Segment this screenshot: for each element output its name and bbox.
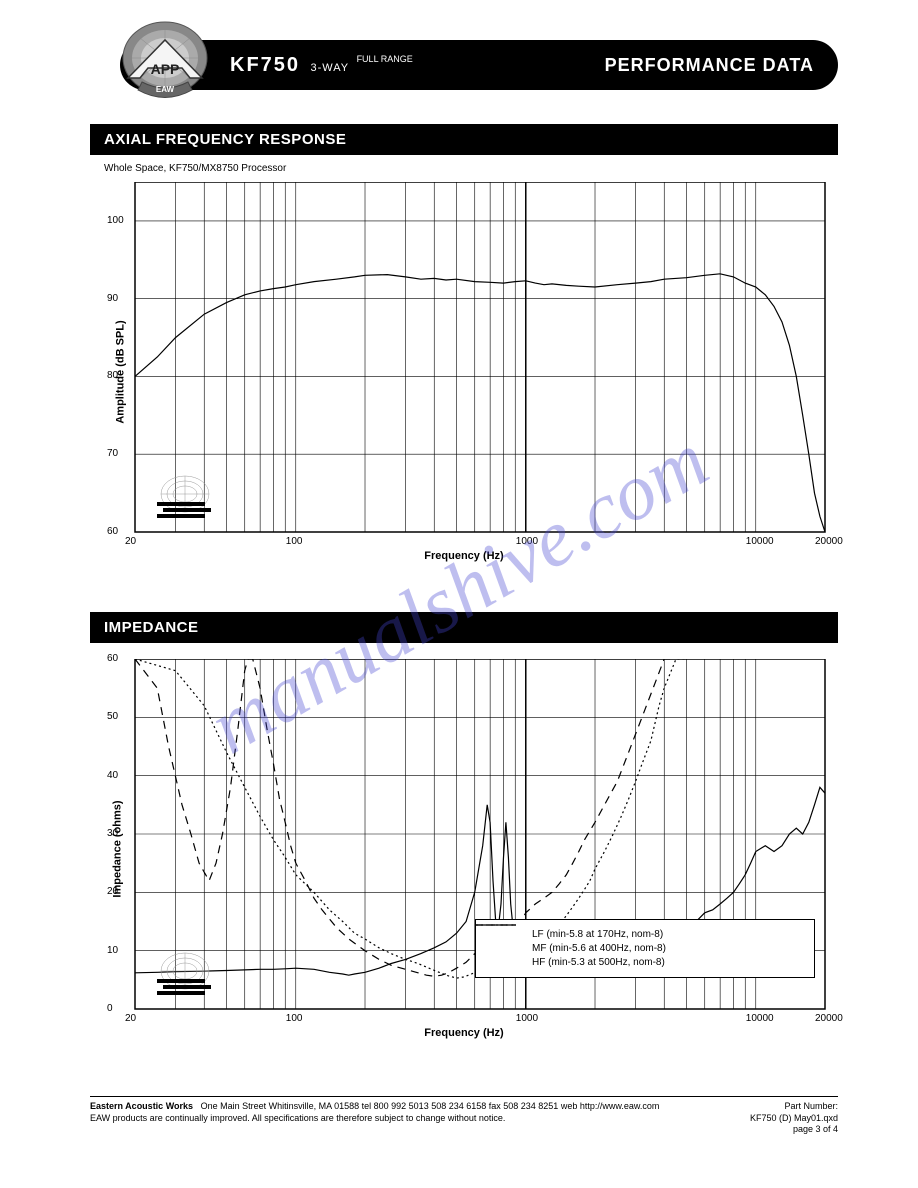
app-logo: APP EAW	[110, 20, 220, 115]
section1-title: AXIAL FREQUENCY RESPONSE	[90, 124, 838, 155]
footer-left: Eastern Acoustic Works One Main Street W…	[90, 1101, 659, 1136]
legend-row: HF (min-5.3 at 500Hz, nom-8)	[484, 957, 806, 968]
legend-row: LF (min-5.8 at 170Hz, nom-8)	[484, 929, 806, 940]
y-tick-label: 20	[107, 886, 118, 897]
footer-right: Part Number: KF750 (D) May01.qxd page 3 …	[750, 1101, 838, 1136]
x-tick-label: 1000	[516, 536, 538, 547]
header-right: PERFORMANCE DATA	[605, 55, 814, 76]
x-tick-label: 10000	[746, 536, 774, 547]
legend-row: MF (min-5.6 at 400Hz, nom-8)	[484, 943, 806, 954]
eaw-logo-icon	[155, 474, 215, 524]
impedance-legend: LF (min-5.8 at 170Hz, nom-8) MF (min-5.6 …	[475, 919, 815, 978]
x-tick-label: 1000	[516, 1013, 538, 1024]
y-tick-label: 70	[107, 448, 118, 459]
y-tick-label: 50	[107, 711, 118, 722]
x-tick-label: 100	[286, 1013, 303, 1024]
y-tick-label: 90	[107, 293, 118, 304]
x-tick-label: 100	[286, 536, 303, 547]
y-tick-label: 10	[107, 945, 118, 956]
y-tick-label: 60	[107, 526, 118, 537]
svg-text:EAW: EAW	[156, 85, 175, 94]
header-title: KF750 3-WAY FULL RANGE	[230, 54, 413, 77]
x-axis-title: Frequency (Hz)	[424, 1027, 503, 1039]
x-tick-label: 20000	[815, 536, 843, 547]
x-tick-label: 20000	[815, 1013, 843, 1024]
y-tick-label: 40	[107, 770, 118, 781]
eaw-logo-icon	[155, 951, 215, 1001]
section2-sub	[90, 649, 838, 655]
freq-response-chart: Amplitude (dB SPL) 201001000100002000060…	[95, 182, 833, 562]
svg-text:APP: APP	[151, 61, 180, 77]
y-tick-label: 100	[107, 215, 124, 226]
x-axis-title: Frequency (Hz)	[424, 550, 503, 562]
y-tick-label: 30	[107, 828, 118, 839]
y-tick-label: 60	[107, 653, 118, 664]
x-tick-label: 20	[125, 536, 136, 547]
section1-sub: Whole Space, KF750/MX8750 Processor	[90, 161, 838, 178]
header-bar: APP EAW KF750 3-WAY FULL RANGE PERFORMAN…	[120, 40, 838, 90]
y-tick-label: 0	[107, 1003, 113, 1014]
impedance-chart: Impedance (ohms) 20100100010000200000102…	[95, 659, 833, 1039]
y-tick-label: 80	[107, 370, 118, 381]
footer: Eastern Acoustic Works One Main Street W…	[90, 1096, 838, 1136]
x-tick-label: 20	[125, 1013, 136, 1024]
section2-title: IMPEDANCE	[90, 612, 838, 643]
x-tick-label: 10000	[746, 1013, 774, 1024]
